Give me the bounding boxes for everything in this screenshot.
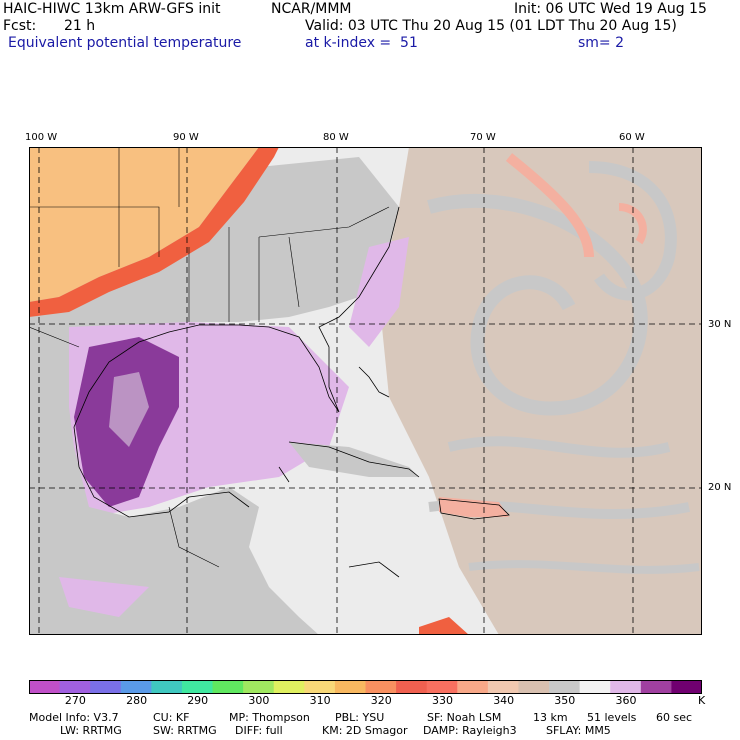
field-name: Equivalent potential temperature	[8, 35, 242, 51]
smoothing-info: sm= 2	[578, 35, 625, 51]
colorbar-swatch	[90, 680, 122, 694]
colorbar-swatch	[181, 680, 214, 694]
footer-item: DAMP: Rayleigh3	[423, 724, 517, 737]
colorbar-swatch	[243, 680, 275, 694]
colorbar-swatch	[29, 680, 61, 694]
colorbar-swatch	[579, 680, 611, 694]
colorbar-tick-label: 340	[493, 694, 515, 707]
colorbar-swatch	[610, 680, 642, 694]
atlantic-swirl	[427, 193, 648, 416]
footer-item: PBL: YSU	[335, 711, 385, 724]
warm-orange-region	[29, 147, 259, 302]
lat-label-30n: 30 N	[708, 319, 732, 330]
footer-item: 60 sec	[656, 711, 693, 724]
colorbar-tick-label: 300	[248, 694, 270, 707]
colorbar	[29, 680, 702, 694]
hispaniola-land	[439, 497, 509, 517]
level-info: at k-index = 51	[305, 35, 418, 51]
colorbar-swatch	[549, 680, 581, 694]
colorbar-swatch	[426, 680, 458, 694]
colorbar-swatch	[457, 680, 489, 694]
footer-item: Model Info: V3.7	[29, 711, 119, 724]
footer-item: DIFF: full	[235, 724, 283, 737]
init-time: Init: 06 UTC Wed 19 Aug 15	[514, 1, 707, 17]
footer-item: SF: Noah LSM	[427, 711, 502, 724]
colorbar-swatch	[59, 680, 91, 694]
footer-item: KM: 2D Smagor	[322, 724, 408, 737]
lon-label-100w: 100 W	[25, 132, 58, 143]
colorbar-swatch	[334, 680, 366, 694]
colorbar-swatch	[487, 680, 519, 694]
footer-item: SW: RRTMG	[153, 724, 217, 737]
colorbar-tick-label: 360	[615, 694, 637, 707]
colorbar-unit: K	[698, 694, 706, 707]
pacific-lavender	[59, 577, 149, 617]
lon-label-60w: 60 W	[619, 132, 645, 143]
florida-lavender	[349, 237, 409, 347]
footer-item: 51 levels	[587, 711, 637, 724]
colorbar-swatch	[365, 680, 397, 694]
colorbar-tick-label: 290	[187, 694, 209, 707]
colorbar-tick-label: 310	[309, 694, 331, 707]
footer-item: MP: Thompson	[229, 711, 310, 724]
footer-item: LW: RRTMG	[60, 724, 122, 737]
colorbar-swatch	[640, 680, 672, 694]
colorbar-swatch	[396, 680, 428, 694]
lat-label-20n: 20 N	[708, 482, 732, 493]
cuba-land	[289, 442, 419, 477]
footer-item: CU: KF	[153, 711, 190, 724]
colorbar-swatch	[120, 680, 152, 694]
valid-time: Valid: 03 UTC Thu 20 Aug 15 (01 LDT Thu …	[305, 18, 677, 34]
colorbar-tick-label: 320	[370, 694, 392, 707]
colorbar-swatch	[671, 680, 702, 694]
model-title: HAIC-HIWC 13km ARW-GFS init	[3, 1, 221, 17]
gray-streak-1	[447, 436, 671, 458]
gray-streak-3	[468, 560, 700, 574]
lat-lon-grid	[29, 147, 702, 635]
purple-gap	[109, 372, 149, 447]
footer-item: SFLAY: MM5	[546, 724, 611, 737]
lon-label-80w: 80 W	[323, 132, 349, 143]
colorbar-tick-label: 350	[554, 694, 576, 707]
lon-label-90w: 90 W	[173, 132, 199, 143]
storm-core	[618, 203, 647, 245]
colorbar-swatch	[212, 680, 244, 694]
colorbar-frame	[29, 680, 702, 694]
theta-e-map	[29, 147, 702, 635]
colorbar-swatch	[304, 680, 336, 694]
south-america-warm	[419, 617, 469, 635]
forecast-hour: 21 h	[64, 18, 96, 34]
political-borders	[29, 147, 390, 568]
colorbar-swatch	[151, 680, 183, 694]
colorbar-swatch	[273, 680, 305, 694]
colorbar-tick-label: 280	[126, 694, 148, 707]
coastlines	[73, 206, 510, 578]
salmon-band	[505, 153, 594, 258]
storm-swirl	[588, 161, 677, 301]
mexico-land	[29, 407, 319, 635]
org-label: NCAR/MMM	[271, 1, 352, 17]
colorbar-tick-label: 270	[64, 694, 86, 707]
colorbar-swatch	[518, 680, 550, 694]
forecast-label: Fcst:	[3, 18, 37, 34]
footer-item: 13 km	[533, 711, 568, 724]
colorbar-tick-label: 330	[432, 694, 453, 707]
map-frame	[29, 147, 702, 635]
lon-label-70w: 70 W	[470, 132, 496, 143]
warm-red-band	[29, 147, 279, 317]
